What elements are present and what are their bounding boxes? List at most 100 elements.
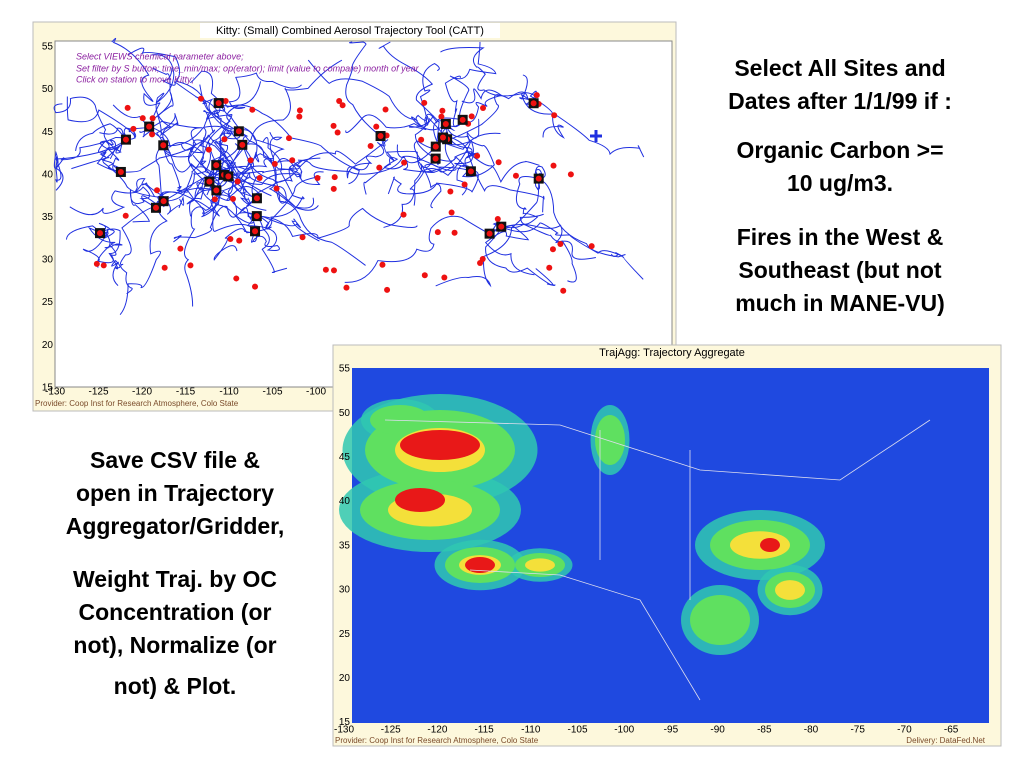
trajectory bbox=[246, 213, 280, 252]
selected-dot bbox=[213, 162, 220, 169]
site-dot bbox=[549, 246, 556, 253]
site-dot bbox=[373, 123, 380, 130]
trajectory bbox=[119, 206, 157, 295]
site-dot bbox=[296, 113, 303, 120]
selected-dot bbox=[253, 213, 260, 220]
heat-peak bbox=[400, 430, 480, 460]
lon-tick-label: -100 bbox=[614, 725, 634, 736]
site-dot bbox=[546, 264, 553, 271]
site-dot bbox=[330, 122, 337, 129]
site-dot bbox=[234, 178, 241, 185]
lon-tick-label: -90 bbox=[710, 725, 725, 736]
heatmap-layer bbox=[339, 394, 931, 701]
trajectory bbox=[162, 70, 226, 158]
lon-tick-label: -110 bbox=[521, 725, 541, 736]
site-dot bbox=[560, 287, 567, 294]
lon-tick-label: -95 bbox=[664, 725, 679, 736]
trajectory bbox=[127, 47, 243, 146]
boundary bbox=[384, 419, 931, 701]
lat-tick-label: 30 bbox=[42, 255, 54, 266]
selected-dot bbox=[253, 195, 260, 202]
site-dot bbox=[198, 95, 205, 102]
trajectory bbox=[363, 146, 437, 195]
site-dot bbox=[438, 113, 445, 120]
trajectory bbox=[538, 178, 644, 280]
trajectory bbox=[440, 47, 536, 104]
lon-tick-label: -115 bbox=[474, 725, 494, 736]
trajectory bbox=[69, 186, 157, 216]
selected-dot bbox=[432, 155, 439, 162]
site-dot bbox=[336, 97, 343, 104]
site-dot bbox=[236, 237, 243, 244]
site-dot bbox=[384, 286, 391, 293]
site-dot bbox=[400, 211, 407, 218]
trajectory bbox=[242, 143, 366, 266]
site-dot bbox=[314, 174, 321, 181]
site-dot bbox=[376, 164, 383, 171]
trajectory bbox=[119, 200, 168, 316]
site-dot bbox=[343, 284, 350, 291]
lat-tick-label: 55 bbox=[339, 364, 351, 375]
lat-tick-label: 40 bbox=[42, 169, 54, 180]
lon-tick-label: -75 bbox=[850, 725, 865, 736]
trajectory bbox=[99, 228, 121, 286]
lon-tick-label: -130 bbox=[334, 725, 354, 736]
trajectory bbox=[161, 67, 239, 132]
site-dot bbox=[322, 266, 329, 273]
provider: Provider: Coop Inst for Research Atmosph… bbox=[35, 399, 239, 408]
selected-dot bbox=[498, 223, 505, 230]
trajectory bbox=[515, 176, 544, 225]
selected-dot bbox=[467, 168, 474, 175]
trajectory bbox=[378, 41, 440, 147]
site-dot bbox=[154, 187, 161, 194]
trajectory bbox=[346, 135, 386, 179]
site-dot bbox=[421, 272, 428, 279]
lat-tick-label: 35 bbox=[42, 212, 54, 223]
trajectory bbox=[66, 96, 150, 139]
site-dot bbox=[221, 136, 228, 143]
site-dot bbox=[149, 115, 156, 122]
trajectory bbox=[218, 72, 302, 109]
selected-dot bbox=[530, 100, 537, 107]
selected-dot bbox=[122, 136, 129, 143]
kitty-marker bbox=[590, 130, 602, 142]
trajectory bbox=[184, 181, 214, 307]
trajectory bbox=[440, 75, 461, 138]
aggregate-window: TrajAgg: Trajectory Aggregate Provider: … bbox=[332, 344, 1002, 747]
selected-dot bbox=[239, 141, 246, 148]
lat-tick-label: 35 bbox=[339, 540, 351, 551]
heat-high bbox=[525, 558, 555, 572]
site-dot bbox=[421, 99, 428, 106]
heat-high bbox=[775, 580, 805, 600]
trajectory bbox=[387, 170, 479, 195]
trajectory bbox=[111, 37, 161, 127]
site-dot bbox=[480, 104, 487, 111]
lon-tick-label: -70 bbox=[897, 725, 912, 736]
lat-tick-label: 45 bbox=[339, 452, 351, 463]
selected-dot bbox=[459, 116, 466, 123]
site-dot bbox=[233, 275, 240, 282]
lon-tick-label: -110 bbox=[219, 387, 239, 398]
selected-dot bbox=[486, 230, 493, 237]
note-line: Aggregator/Gridder, bbox=[66, 513, 285, 539]
selected-dot bbox=[252, 228, 259, 235]
site-dot bbox=[550, 162, 557, 169]
trajectory bbox=[446, 74, 529, 140]
site-dot bbox=[588, 243, 595, 250]
lat-tick-label: 40 bbox=[339, 496, 351, 507]
trajectory bbox=[227, 175, 320, 242]
lon-tick-label: -125 bbox=[88, 387, 108, 398]
trajectory bbox=[55, 136, 127, 183]
note-line: open in Trajectory bbox=[76, 480, 274, 506]
site-dot bbox=[229, 195, 236, 202]
site-dot bbox=[451, 229, 458, 236]
window-title: TrajAgg: Trajectory Aggregate bbox=[599, 347, 745, 359]
lat-tick-label: 45 bbox=[42, 127, 54, 138]
heat-peak bbox=[760, 538, 780, 552]
trajectory bbox=[409, 123, 472, 206]
trajectory bbox=[71, 156, 217, 199]
selected-dot bbox=[160, 142, 167, 149]
instruction: Click on station to move Kitty; bbox=[76, 74, 195, 84]
note-line: Organic Carbon >= bbox=[736, 137, 943, 163]
